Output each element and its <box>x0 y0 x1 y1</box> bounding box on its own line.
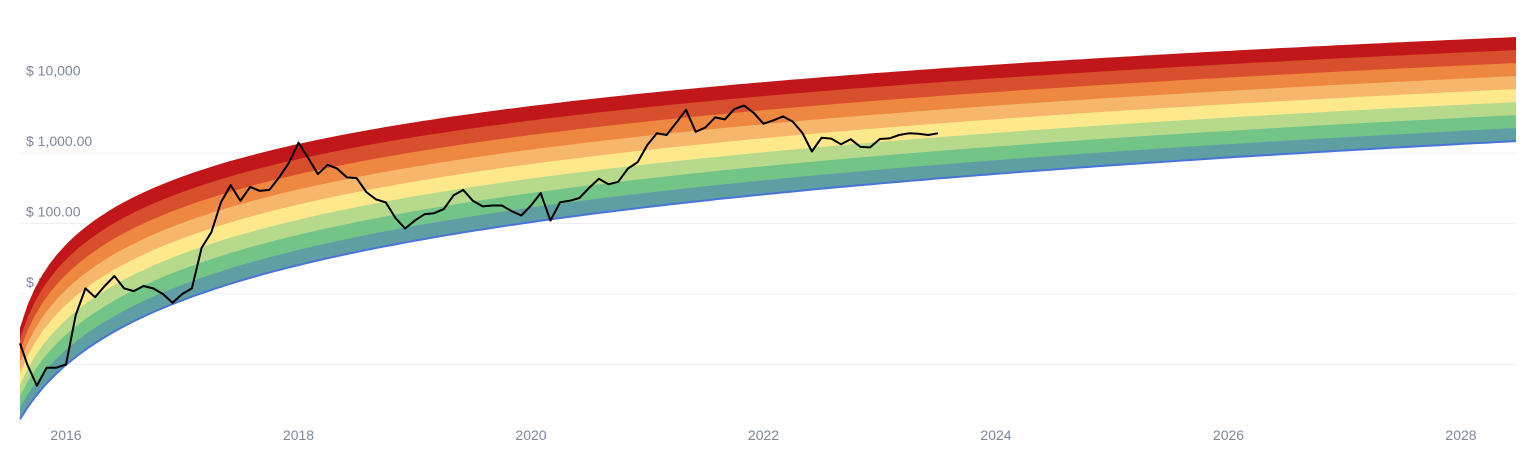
rainbow-bands <box>20 37 1516 420</box>
rainbow-band-7 <box>20 115 1516 409</box>
x-tick-label: 2024 <box>980 427 1011 443</box>
y-tick-label: $ 100.00 <box>26 204 81 220</box>
y-tick-label: $ 1,000.00 <box>26 133 92 149</box>
x-tick-label: 2022 <box>748 427 779 443</box>
x-tick-label: 2018 <box>283 427 314 443</box>
y-tick-label: $ 10,000 <box>26 63 81 79</box>
x-tick-label: 2016 <box>50 427 81 443</box>
lower-band-line <box>19 140 1517 420</box>
x-tick-label: 2020 <box>515 427 546 443</box>
x-axis-labels: 2016 2018 2020 2022 2024 2026 2028 <box>50 427 1476 443</box>
rainbow-band-6 <box>20 102 1516 398</box>
rainbow-band-8 <box>20 128 1516 420</box>
x-tick-label: 2028 <box>1445 427 1476 443</box>
rainbow-band-4 <box>20 76 1516 375</box>
price-line <box>19 104 939 387</box>
rainbow-band-5 <box>20 89 1516 386</box>
x-tick-label: 2026 <box>1213 427 1244 443</box>
